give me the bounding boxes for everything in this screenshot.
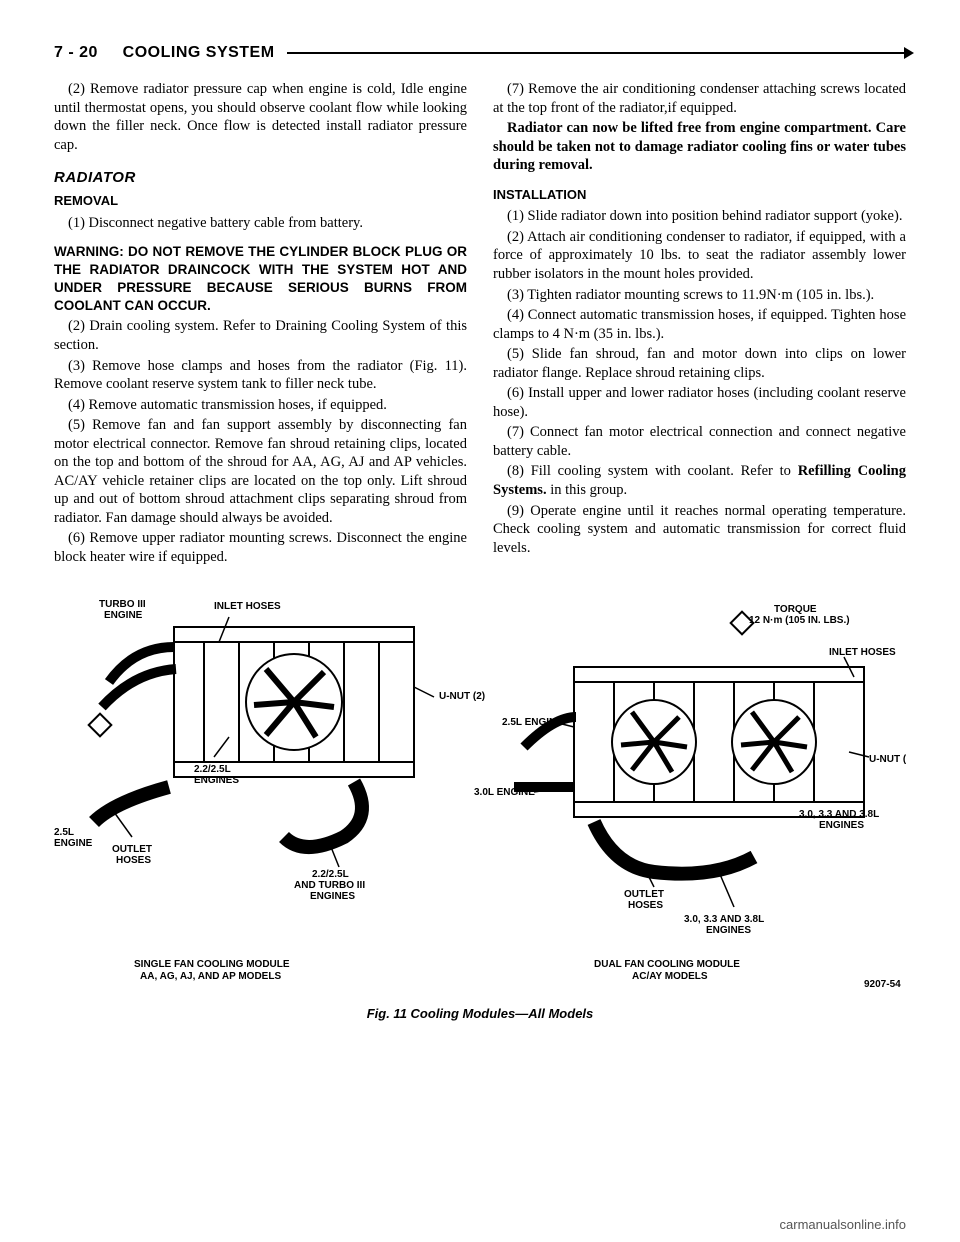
column-right: (7) Remove the air conditioning condense… <box>493 80 906 569</box>
para: (1) Slide radiator down into position be… <box>493 207 906 226</box>
heading-removal: REMOVAL <box>54 193 467 210</box>
para-bold: Radiator can now be lifted free from eng… <box>493 119 906 175</box>
label-eng2225t3: 2.2/2.5LAND TURBO IIIENGINES <box>294 869 365 902</box>
para-text: (8) Fill cooling system with coolant. Re… <box>507 463 798 479</box>
label-torque: TORQUE12 N·m (105 IN. LBS.) <box>749 604 850 626</box>
column-left: (2) Remove radiator pressure cap when en… <box>54 80 467 569</box>
page-number: 7 - 20 COOLING SYSTEM <box>54 44 275 62</box>
label-eng303338b: 3.0, 3.3 AND 3.8LENGINES <box>684 914 764 936</box>
label-code: 9207-54 <box>864 979 901 990</box>
para: (5) Remove fan and fan support assembly … <box>54 416 467 527</box>
label-eng25: 2.5LENGINE <box>54 827 93 849</box>
page-num-text: 7 - 20 <box>54 44 98 61</box>
label-inlet2: INLET HOSES <box>829 647 896 658</box>
header-rule <box>287 52 906 54</box>
para: (2) Attach air conditioning condenser to… <box>493 228 906 284</box>
para: (7) Connect fan motor electrical connect… <box>493 423 906 460</box>
page-header: 7 - 20 COOLING SYSTEM <box>54 44 906 62</box>
label-outlet1: OUTLETHOSES <box>112 844 152 866</box>
para: (1) Disconnect negative battery cable fr… <box>54 214 467 233</box>
label-outlet2: OUTLETHOSES <box>624 889 664 911</box>
para: (4) Connect automatic transmission hoses… <box>493 306 906 343</box>
para: (2) Remove radiator pressure cap when en… <box>54 80 467 154</box>
para: (6) Install upper and lower radiator hos… <box>493 384 906 421</box>
figure-caption: Fig. 11 Cooling Modules—All Models <box>54 1006 906 1021</box>
para: (8) Fill cooling system with coolant. Re… <box>493 462 906 499</box>
label-dual: DUAL FAN COOLING MODULEAC/AY MODELS <box>594 959 740 982</box>
para: (7) Remove the air conditioning condense… <box>493 80 906 117</box>
para: (9) Operate engine until it reaches norm… <box>493 502 906 558</box>
label-unut2: U-NUT (2) <box>869 754 906 765</box>
label-turbo3: TURBO IIIENGINE <box>99 599 146 621</box>
figure-11: TURBO IIIENGINE INLET HOSES U-NUT (2) 2.… <box>54 587 906 1057</box>
para: (3) Tighten radiator mounting screws to … <box>493 286 906 305</box>
para: (3) Remove hose clamps and hoses from th… <box>54 357 467 394</box>
label-eng303338: 3.0, 3.3 AND 3.8LENGINES <box>799 809 879 831</box>
label-eng25b: 2.5L ENGINE <box>502 717 563 728</box>
label-single: SINGLE FAN COOLING MODULEAA, AG, AJ, AND… <box>134 959 290 982</box>
label-inlet1: INLET HOSES <box>214 601 281 612</box>
body-columns: (2) Remove radiator pressure cap when en… <box>54 80 906 569</box>
para: (4) Remove automatic transmission hoses,… <box>54 396 467 415</box>
label-eng2225: 2.2/2.5LENGINES <box>194 764 239 786</box>
para-text: in this group. <box>547 482 628 498</box>
footer-watermark: carmanualsonline.info <box>780 1217 906 1232</box>
para: (2) Drain cooling system. Refer to Drain… <box>54 317 467 354</box>
heading-installation: INSTALLATION <box>493 187 906 204</box>
figure-svg: TURBO IIIENGINE INLET HOSES U-NUT (2) 2.… <box>54 587 906 997</box>
warning-block: WARNING: DO NOT REMOVE THE CYLINDER BLOC… <box>54 243 467 316</box>
page-title-text: COOLING SYSTEM <box>123 44 275 61</box>
para: (6) Remove upper radiator mounting screw… <box>54 529 467 566</box>
heading-radiator: RADIATOR <box>54 168 467 187</box>
label-eng30: 3.0L ENGINE <box>474 787 535 798</box>
label-unut1: U-NUT (2) <box>439 691 485 702</box>
para: (5) Slide fan shroud, fan and motor down… <box>493 345 906 382</box>
